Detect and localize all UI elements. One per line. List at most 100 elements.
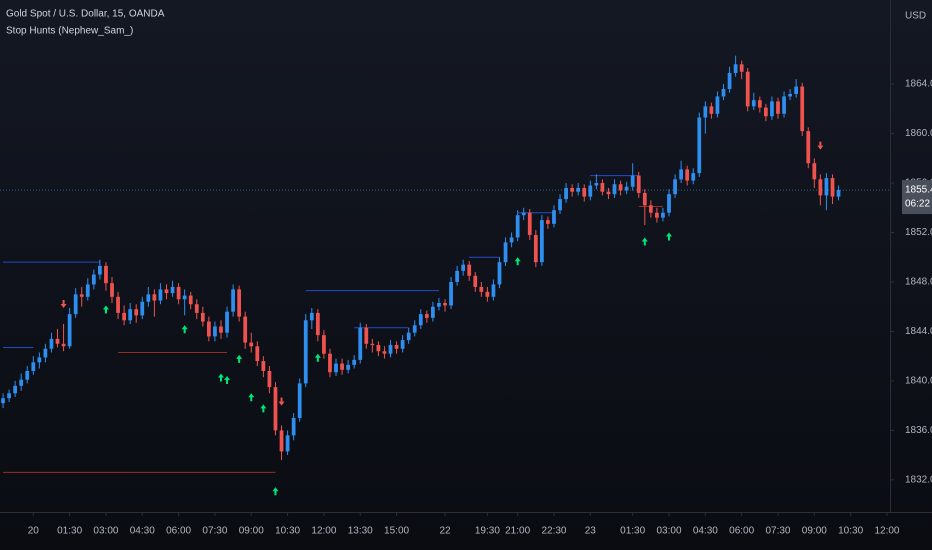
candle-body	[1, 398, 5, 404]
candle-body	[67, 314, 72, 347]
candle-body	[800, 86, 805, 132]
candle-body	[388, 345, 393, 354]
buy-signal	[666, 232, 673, 241]
x-tick-label: 04:30	[130, 526, 155, 537]
candle-body	[231, 289, 235, 312]
x-tick-label: 06:00	[166, 526, 191, 537]
candle-body	[733, 64, 738, 73]
candle-body	[691, 173, 696, 181]
x-tick-label: 03:00	[93, 526, 118, 537]
candle-body	[667, 194, 671, 213]
candle-body	[818, 179, 823, 196]
candle-body	[697, 117, 702, 174]
candle-body	[309, 312, 314, 321]
candle-body	[588, 185, 593, 197]
candle-body	[570, 187, 575, 192]
candle-body	[194, 304, 199, 313]
x-tick-label: 01:30	[620, 526, 645, 537]
candle-body	[764, 107, 768, 117]
buy-signal	[248, 393, 255, 402]
candle-body	[431, 306, 435, 318]
candle-body	[291, 418, 296, 436]
plot-area	[0, 55, 890, 496]
candle-body	[110, 283, 114, 297]
y-tick-label: 1864.000	[905, 79, 932, 90]
candle-body	[715, 96, 720, 114]
candle-body	[788, 93, 792, 97]
candle-body	[134, 309, 139, 316]
candle-body	[164, 289, 169, 294]
x-tick-label: 22	[439, 526, 451, 537]
y-tick-label: 1860.000	[905, 128, 932, 139]
candle-body	[546, 220, 550, 224]
candle-body	[552, 210, 556, 224]
x-tick-label: 23	[585, 526, 597, 537]
x-tick-label: 12:00	[311, 526, 336, 537]
candle-body	[237, 289, 242, 317]
candle-body	[328, 353, 332, 373]
x-tick-label: 12:00	[874, 526, 899, 537]
candle-body	[43, 348, 48, 358]
candle-body	[673, 179, 677, 195]
candle-body	[600, 183, 605, 192]
candle-body	[521, 212, 526, 216]
candle-body	[170, 286, 175, 294]
candle-body	[455, 270, 459, 282]
candle-body	[116, 296, 120, 313]
candle-body	[703, 106, 708, 118]
candle-body	[406, 332, 411, 341]
y-tick-label: 1840.000	[905, 376, 932, 387]
candle-body	[213, 326, 217, 337]
candle-body	[19, 379, 24, 386]
candle-body	[782, 96, 786, 114]
candle-body	[679, 169, 683, 180]
buy-signal	[236, 354, 243, 363]
candle-body	[624, 186, 629, 191]
candle-body	[61, 343, 66, 347]
sell-signal	[817, 141, 824, 150]
candle-body	[812, 163, 817, 180]
candle-body	[79, 294, 84, 297]
x-tick-label: 22:30	[541, 526, 566, 537]
candle-body	[473, 275, 478, 287]
x-tick-label: 09:00	[239, 526, 264, 537]
candle-body	[122, 312, 126, 321]
buy-signal	[217, 373, 224, 382]
indicator-name: Stop Hunts (Nephew_Sam_)	[6, 26, 133, 37]
sell-signal	[60, 299, 67, 308]
candle-body	[358, 327, 363, 360]
candle-body	[757, 100, 762, 108]
x-tick-label: 19:30	[475, 526, 500, 537]
candle-body	[751, 100, 756, 107]
y-tick-label: 1832.000	[905, 474, 932, 485]
candle-body	[91, 274, 96, 285]
candle-body	[461, 264, 466, 271]
candle-body	[128, 309, 133, 321]
candle-body	[830, 178, 835, 197]
candle-body	[582, 187, 587, 197]
buy-signal	[641, 237, 648, 246]
candle-body	[770, 101, 774, 117]
x-tick-label: 04:30	[693, 526, 718, 537]
candle-body	[806, 131, 811, 164]
candle-body	[146, 294, 151, 302]
candle-body	[25, 371, 30, 380]
candle-body	[533, 234, 538, 263]
buy-signal	[272, 487, 279, 496]
candle-body	[73, 294, 78, 315]
candle-body	[243, 316, 248, 343]
candle-body	[285, 435, 290, 452]
candle-body	[437, 302, 441, 307]
x-tick-label: 10:30	[275, 526, 300, 537]
candle-body	[636, 175, 641, 193]
candle-body	[648, 205, 653, 213]
candle-body	[467, 264, 472, 276]
candle-body	[443, 302, 447, 306]
candle-body	[352, 359, 357, 365]
candle-body	[836, 190, 841, 197]
candle-body	[424, 314, 429, 318]
candle-body	[824, 178, 829, 196]
candle-body	[503, 242, 508, 263]
